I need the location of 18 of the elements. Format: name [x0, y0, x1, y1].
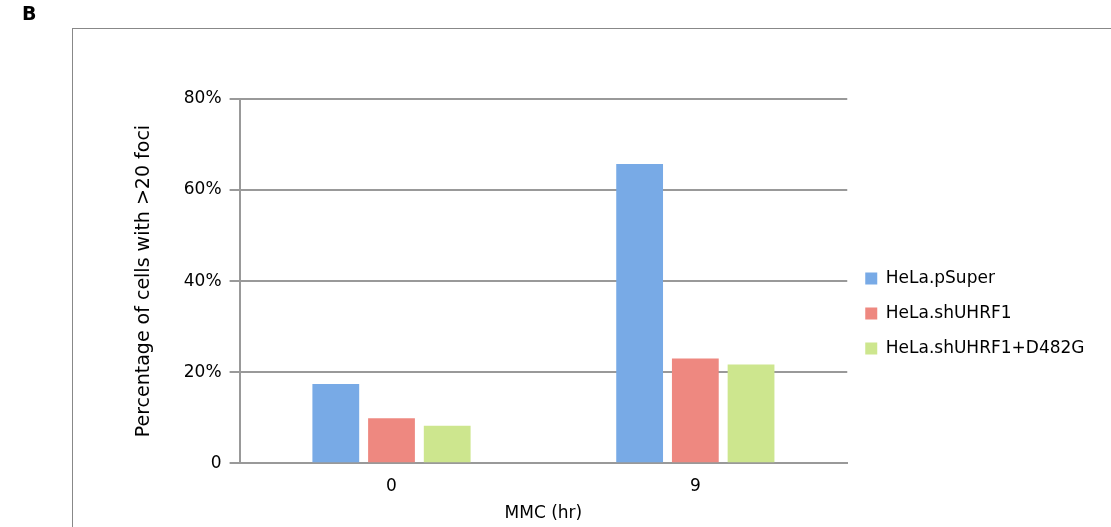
bar — [368, 418, 415, 463]
x-axis-title: MMC (hr) — [504, 502, 583, 523]
y-tick-label: 20% — [183, 360, 222, 381]
legend-label: HeLa.shUHRF1 — [885, 301, 1012, 322]
bar — [671, 358, 719, 463]
bar — [727, 364, 775, 463]
legend-label: HeLa.pSuper — [885, 266, 995, 287]
text: B — [22, 2, 37, 24]
bar — [423, 425, 471, 463]
y-axis-title: Percentage of cells with >20 foci — [131, 124, 154, 438]
bar — [616, 164, 664, 463]
y-tick-label: 80% — [183, 87, 222, 108]
bar — [312, 383, 360, 463]
y-tick-label: 60% — [183, 178, 222, 199]
legend-label: HeLa.shUHRF1+D482G — [885, 336, 1085, 357]
y-tick-label: 0 — [210, 451, 222, 472]
x-tick-label: 9 — [689, 474, 701, 495]
y-tick-label: 40% — [183, 269, 222, 290]
